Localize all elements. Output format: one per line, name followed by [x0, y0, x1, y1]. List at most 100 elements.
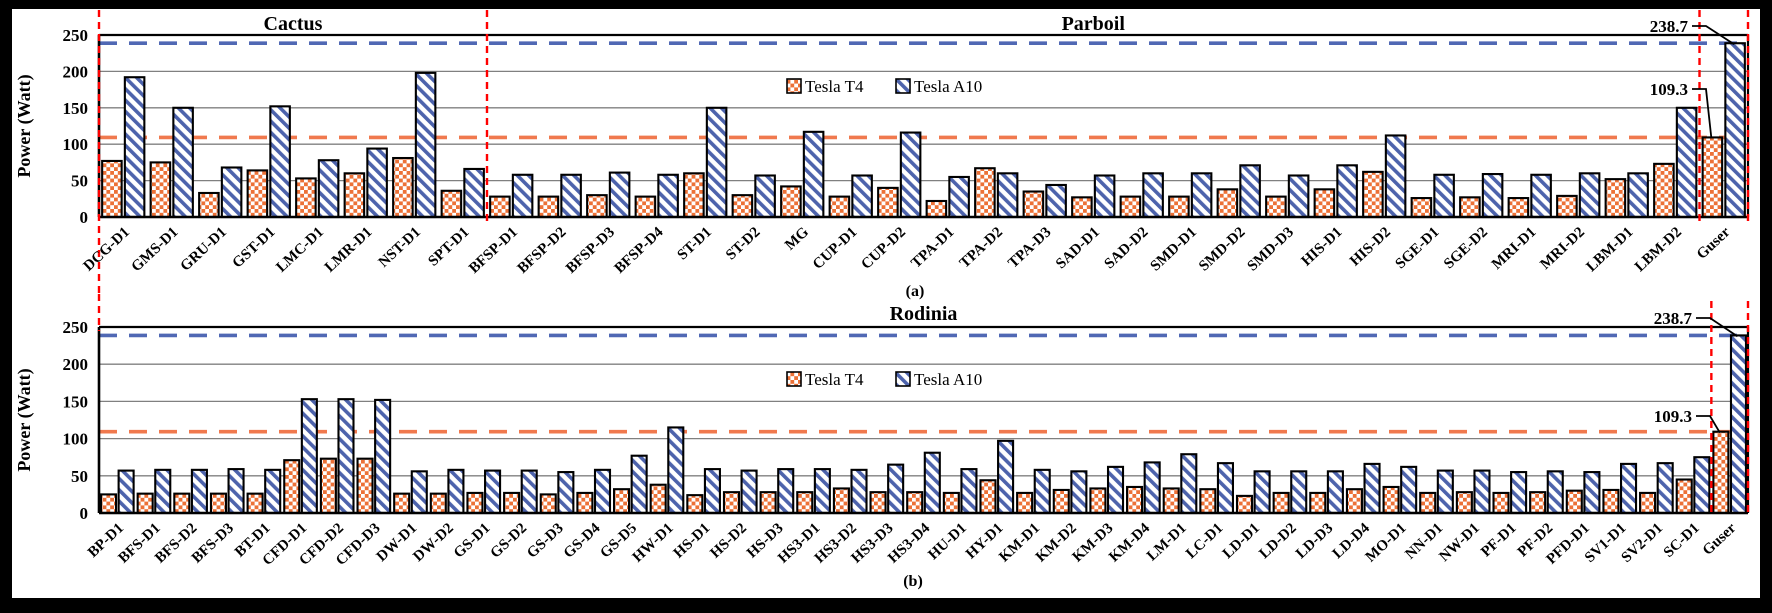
y-tick-label: 200: [63, 62, 89, 81]
bar: [832, 487, 850, 515]
bar: [343, 172, 366, 219]
annotation-value: 109.3: [1654, 407, 1692, 426]
bar: [1712, 430, 1730, 515]
bar: [1199, 488, 1217, 515]
annotation-leader-line: [1696, 317, 1738, 338]
bar: [392, 156, 414, 219]
bar: [1336, 164, 1358, 219]
bar: [1556, 194, 1578, 219]
bar: [1724, 42, 1746, 219]
bar: [1583, 471, 1601, 515]
bar: [1287, 174, 1310, 219]
bar: [1290, 470, 1308, 515]
y-tick-label: 0: [80, 504, 89, 523]
bar: [851, 174, 873, 219]
y-tick-label: 250: [63, 318, 89, 337]
bar: [520, 469, 538, 515]
group-title: Rodinia: [890, 303, 958, 325]
bar: [393, 492, 411, 515]
bar: [136, 492, 154, 515]
bar: [1326, 470, 1344, 515]
bar: [1529, 491, 1547, 515]
bar: [1070, 470, 1088, 515]
annotation-value: 238.7: [1654, 309, 1693, 328]
bar: [1216, 462, 1235, 515]
bar: [1675, 106, 1698, 219]
bar: [722, 491, 741, 515]
bar: [1604, 178, 1627, 219]
bar: [537, 195, 560, 219]
bar: [190, 468, 208, 515]
y-tick-label: 250: [63, 26, 89, 45]
bar: [612, 488, 631, 515]
bar: [557, 471, 575, 515]
bar: [1253, 470, 1271, 515]
bar: [630, 454, 648, 515]
bar: [1265, 195, 1287, 219]
bar: [1675, 478, 1693, 515]
bar: [1089, 487, 1107, 515]
bar: [1410, 197, 1433, 219]
bar: [269, 105, 291, 219]
bar: [1419, 491, 1437, 515]
legend-swatch: [786, 78, 802, 94]
legend: Tesla T4 Tesla A10: [786, 370, 982, 389]
y-tick-label: 100: [63, 135, 89, 154]
y-tick-label: 150: [63, 392, 89, 411]
bar: [198, 191, 220, 219]
legend-label: Tesla A10: [914, 370, 982, 389]
group-title: Parboil: [1062, 13, 1126, 35]
bar: [172, 106, 194, 219]
bar: [117, 469, 135, 515]
bar: [410, 470, 428, 515]
bar: [802, 130, 825, 219]
bar: [503, 491, 521, 515]
bar: [1530, 173, 1552, 219]
annotation-value: 109.3: [1650, 80, 1688, 99]
group-title: Cactus: [264, 13, 323, 35]
bar: [1602, 488, 1620, 515]
bar: [295, 177, 317, 219]
bar: [99, 493, 118, 515]
bar: [634, 195, 657, 219]
bar: [1384, 134, 1407, 219]
bar: [1701, 136, 1724, 219]
bar: [1239, 164, 1261, 219]
bar: [154, 468, 172, 515]
bar: [1180, 453, 1198, 515]
bar: [877, 186, 899, 219]
bar: [539, 493, 557, 515]
bar: [1693, 456, 1711, 515]
bar: [511, 173, 534, 219]
legend-swatch: [895, 78, 911, 94]
bar: [101, 159, 123, 219]
bar: [899, 131, 922, 219]
bar: [1016, 491, 1034, 515]
bar: [264, 468, 282, 515]
bar: [220, 166, 243, 219]
bar: [997, 439, 1015, 515]
bar: [759, 491, 777, 515]
bar: [974, 167, 996, 219]
bar: [1473, 469, 1491, 515]
bar: [576, 491, 594, 515]
legend-label: Tesla T4: [805, 370, 864, 389]
bar: [447, 468, 465, 515]
y-axis-title: Power (Watt): [14, 368, 35, 471]
bar: [1510, 471, 1528, 515]
bar: [1400, 465, 1418, 515]
bar: [777, 468, 795, 515]
bar: [960, 468, 978, 515]
bar: [1272, 491, 1290, 515]
y-tick-label: 150: [63, 99, 89, 118]
bar: [173, 492, 191, 515]
bar: [1052, 488, 1070, 515]
bar: [463, 167, 485, 219]
bar: [1071, 196, 1093, 219]
bar: [686, 494, 704, 515]
bar: [1235, 494, 1254, 515]
bar: [667, 426, 685, 515]
legend-swatch: [895, 371, 911, 387]
bar: [1362, 170, 1384, 219]
